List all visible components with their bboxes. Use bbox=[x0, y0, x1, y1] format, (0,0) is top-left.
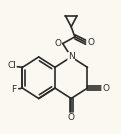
Text: O: O bbox=[68, 113, 75, 122]
Text: O: O bbox=[102, 84, 109, 93]
Text: O: O bbox=[87, 38, 94, 47]
Text: N: N bbox=[68, 52, 75, 62]
Text: Cl: Cl bbox=[7, 62, 16, 70]
Text: O: O bbox=[54, 39, 61, 48]
Text: F: F bbox=[11, 85, 17, 94]
